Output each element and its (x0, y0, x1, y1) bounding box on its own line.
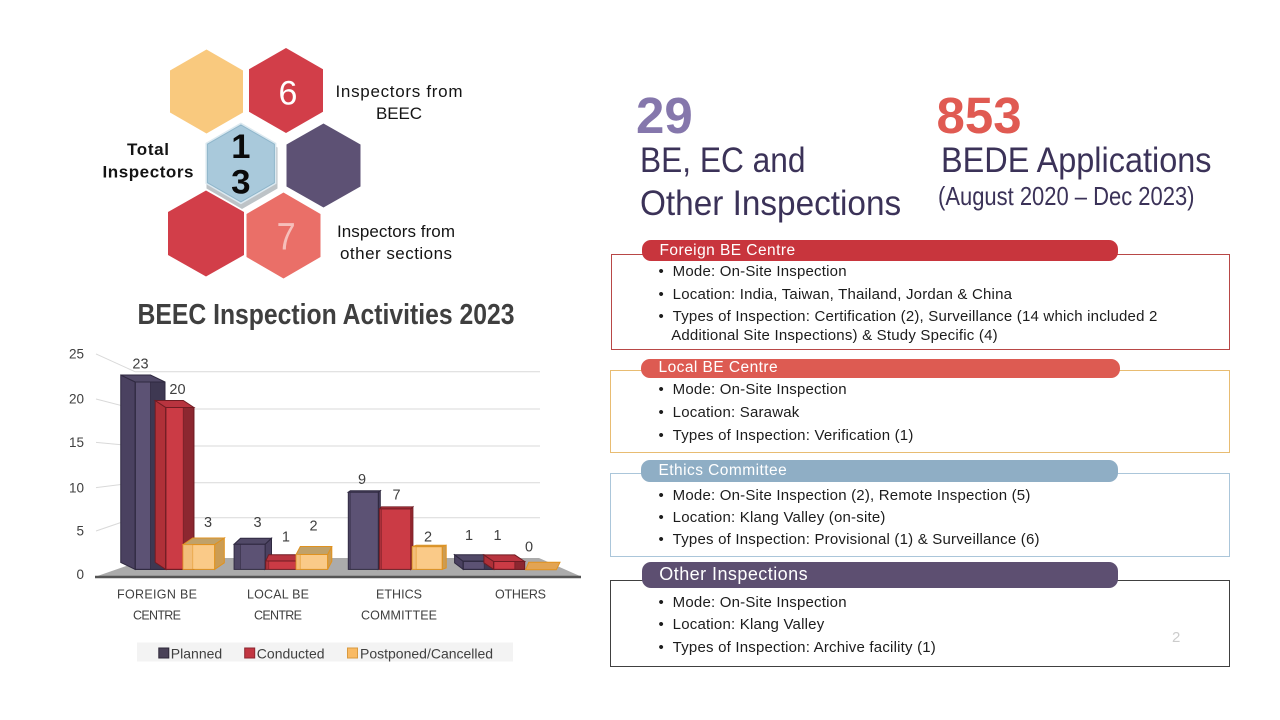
svg-text:BEEC Inspection Activities 202: BEEC Inspection Activities 2023 (138, 299, 515, 331)
svg-text:7: 7 (277, 217, 296, 259)
svg-text:Planned: Planned (171, 646, 222, 662)
svg-text:20: 20 (169, 382, 185, 398)
svg-text:9: 9 (358, 472, 366, 488)
svg-text:Postponed/Cancelled: Postponed/Cancelled (360, 646, 493, 662)
svg-text:COMMITTEE: COMMITTEE (361, 609, 437, 623)
svg-text:1: 1 (494, 528, 502, 544)
svg-text:15: 15 (69, 435, 84, 450)
svg-text:1: 1 (282, 529, 290, 545)
svg-text:1: 1 (231, 128, 250, 166)
svg-text:BEEC: BEEC (376, 104, 422, 123)
svg-text:2: 2 (310, 519, 318, 535)
svg-text:CENTRE: CENTRE (254, 609, 302, 623)
svg-text:1: 1 (465, 528, 473, 544)
svg-text:20: 20 (69, 392, 84, 407)
svg-text:ETHICS: ETHICS (376, 588, 422, 602)
svg-text:7: 7 (392, 487, 400, 503)
svg-text:6: 6 (278, 75, 297, 113)
svg-text:2: 2 (424, 530, 432, 546)
svg-text:Inspectors from: Inspectors from (336, 82, 463, 101)
svg-text:5: 5 (76, 524, 84, 539)
svg-text:Conducted: Conducted (257, 646, 325, 662)
svg-text:3: 3 (204, 515, 212, 531)
svg-text:3: 3 (253, 515, 261, 531)
svg-text:OTHERS: OTHERS (495, 588, 546, 602)
svg-text:10: 10 (69, 480, 84, 495)
svg-text:25: 25 (69, 347, 84, 362)
svg-text:3: 3 (231, 164, 250, 202)
svg-text:Inspectors from: Inspectors from (337, 222, 455, 241)
svg-text:LOCAL BE: LOCAL BE (247, 588, 309, 602)
svg-text:other sections: other sections (340, 244, 452, 263)
svg-text:23: 23 (132, 357, 148, 373)
svg-text:0: 0 (76, 567, 84, 582)
svg-text:FOREIGN BE: FOREIGN BE (117, 588, 197, 602)
svg-text:Total: Total (127, 140, 169, 159)
svg-text:CENTRE: CENTRE (133, 609, 181, 623)
svg-text:0: 0 (525, 540, 533, 556)
svg-text:Inspectors: Inspectors (103, 163, 194, 182)
